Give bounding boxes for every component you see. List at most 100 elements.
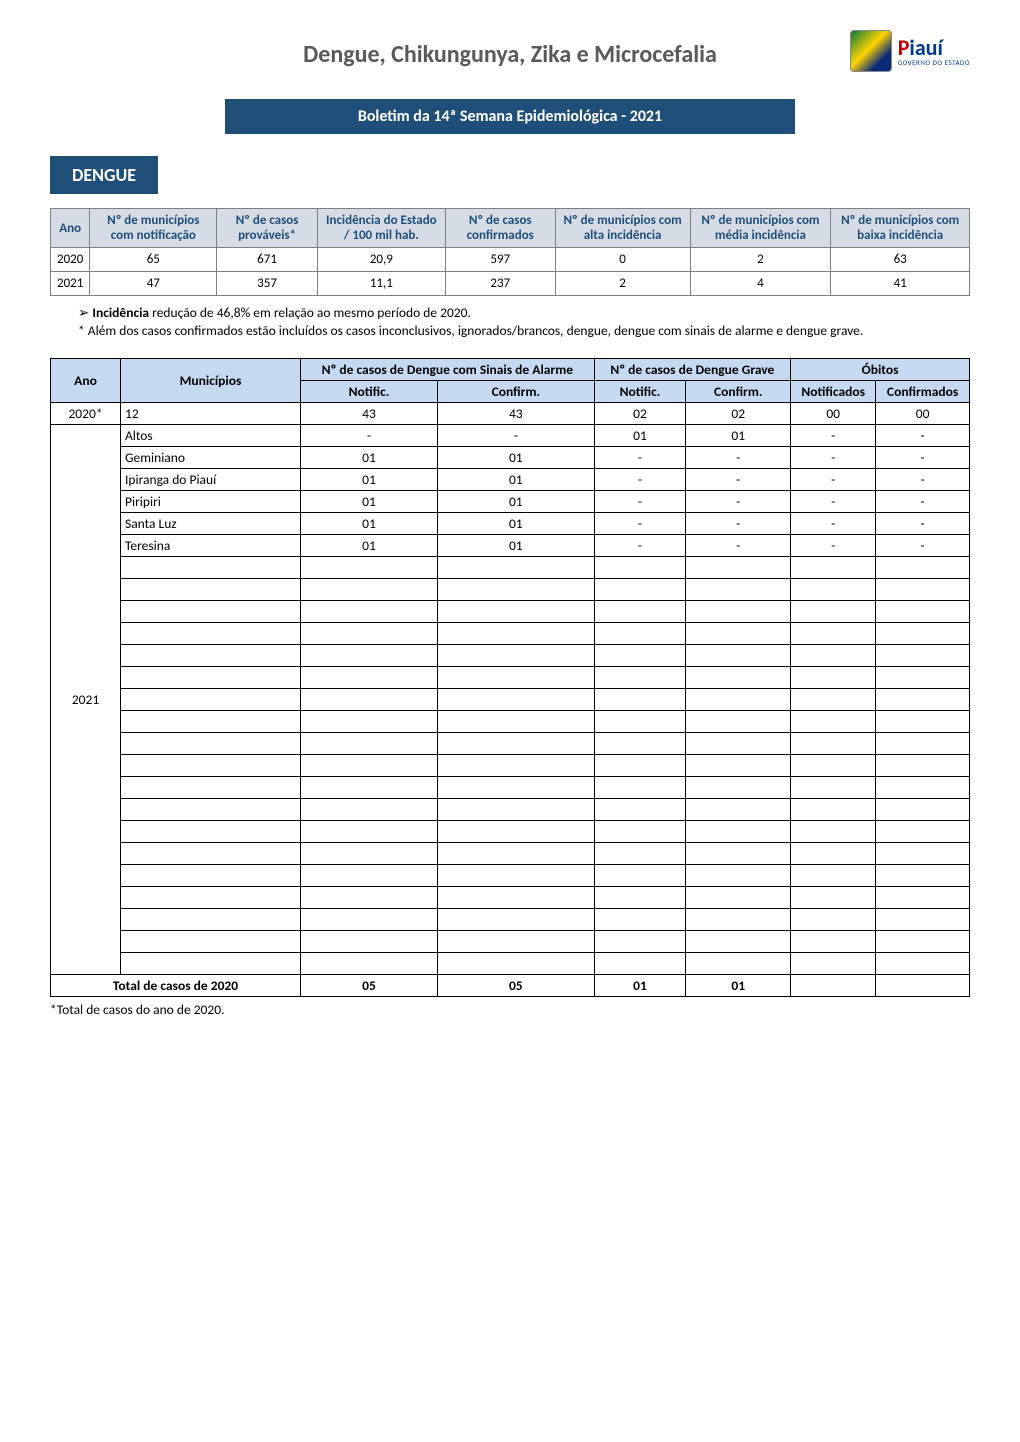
cell (791, 887, 876, 909)
tbl1-header: Nº de municípios com notificação (90, 209, 217, 248)
cell (438, 777, 595, 799)
municipios-table: Ano Municípios Nº de casos de Dengue com… (50, 358, 970, 997)
cell: - (594, 491, 686, 513)
table-row-empty (51, 821, 970, 843)
cell (301, 601, 438, 623)
cell (301, 623, 438, 645)
cell (301, 865, 438, 887)
table-row: Teresina0101---- (51, 535, 970, 557)
tbl1-header: Nº de casos confirmados (445, 209, 555, 248)
cell (686, 667, 791, 689)
cell: - (301, 425, 438, 447)
table-row-empty (51, 645, 970, 667)
cell: 0 (555, 248, 690, 272)
cell: 671 (217, 248, 318, 272)
cell (301, 579, 438, 601)
cell (791, 777, 876, 799)
logo-text: Piauí GOVERNO DO ESTADO (898, 37, 970, 66)
cell (438, 733, 595, 755)
tbl1-header: Nº de casos prováveis* (217, 209, 318, 248)
cell (121, 755, 301, 777)
cell (686, 689, 791, 711)
cell (876, 887, 970, 909)
cell (121, 711, 301, 733)
cell: 11,1 (317, 272, 445, 296)
cell (876, 821, 970, 843)
cell: - (686, 447, 791, 469)
cell: - (876, 491, 970, 513)
cell: 00 (791, 403, 876, 425)
cell (594, 601, 686, 623)
cell (438, 689, 595, 711)
cell (301, 645, 438, 667)
cell (438, 953, 595, 975)
cell (438, 711, 595, 733)
cell (301, 667, 438, 689)
cell: 05 (438, 975, 595, 997)
cell (438, 799, 595, 821)
cell: Santa Luz (121, 513, 301, 535)
cell: 01 (594, 425, 686, 447)
cell: - (686, 469, 791, 491)
cell (876, 623, 970, 645)
cell (438, 623, 595, 645)
th-o-notific: Notificados (791, 381, 876, 403)
cell: 237 (445, 272, 555, 296)
th-grave: Nº de casos de Dengue Grave (594, 359, 791, 381)
cell: - (876, 469, 970, 491)
cell (121, 931, 301, 953)
table-row-empty (51, 733, 970, 755)
cell-ano: 2021 (51, 425, 121, 975)
note-asterisk: * Além dos casos confirmados estão inclu… (78, 322, 970, 340)
cell: 597 (445, 248, 555, 272)
cell (876, 843, 970, 865)
cell: 41 (831, 272, 970, 296)
cell (121, 799, 301, 821)
table-row-empty (51, 755, 970, 777)
cell (121, 689, 301, 711)
cell (791, 689, 876, 711)
cell (686, 733, 791, 755)
cell (876, 711, 970, 733)
page-header: Dengue, Chikungunya, Zika e Microcefalia… (50, 40, 970, 69)
cell (791, 799, 876, 821)
cell: 63 (831, 248, 970, 272)
cell (301, 689, 438, 711)
cell (301, 755, 438, 777)
cell (876, 777, 970, 799)
notes-block: Incidência redução de 46,8% em relação a… (78, 304, 970, 340)
tbl1-header: Ano (51, 209, 90, 248)
cell: 12 (121, 403, 301, 425)
cell-ano: 2020* (51, 403, 121, 425)
cell (791, 865, 876, 887)
cell: Altos (121, 425, 301, 447)
cell (594, 711, 686, 733)
cell (686, 931, 791, 953)
cell (121, 777, 301, 799)
cell (791, 953, 876, 975)
cell (594, 579, 686, 601)
cell: - (686, 535, 791, 557)
cell: - (594, 469, 686, 491)
cell (594, 909, 686, 931)
cell (121, 865, 301, 887)
cell: - (876, 535, 970, 557)
cell (301, 777, 438, 799)
cell (876, 799, 970, 821)
cell (438, 601, 595, 623)
cell: 01 (301, 513, 438, 535)
cell: 01 (594, 975, 686, 997)
cell (594, 689, 686, 711)
cell (791, 557, 876, 579)
cell: 43 (438, 403, 595, 425)
cell: 4 (690, 272, 831, 296)
cell (686, 579, 791, 601)
tbl1-header: Incidência do Estado / 100 mil hab. (317, 209, 445, 248)
tbl1-header: Nº de municípios com alta incidência (555, 209, 690, 248)
cell (594, 843, 686, 865)
cell (876, 733, 970, 755)
cell (791, 623, 876, 645)
cell (791, 931, 876, 953)
cell (686, 601, 791, 623)
table-row-empty (51, 887, 970, 909)
